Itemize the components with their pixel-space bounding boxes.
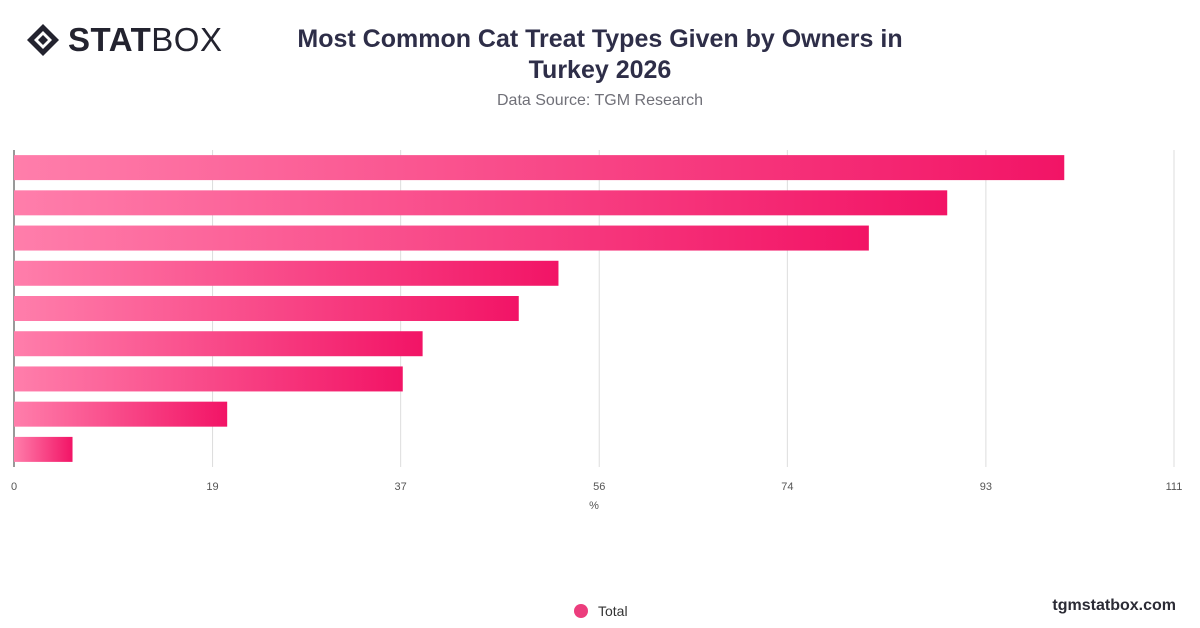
bar-9[interactable] <box>14 436 73 462</box>
bar-5[interactable] <box>14 296 519 321</box>
bar-6[interactable] <box>14 331 423 357</box>
x-tick-label: 74 <box>781 481 793 493</box>
bars <box>14 155 1065 462</box>
bar-4[interactable] <box>14 260 559 286</box>
x-tick-label: 56 <box>593 481 605 493</box>
x-tick-label: 111 <box>1166 481 1183 493</box>
bar-7[interactable] <box>14 366 403 392</box>
chart-subtitle: Data Source: TGM Research <box>496 92 703 109</box>
bar-2[interactable] <box>14 190 948 216</box>
bar-8[interactable] <box>14 401 228 427</box>
logo-wordmark: STATBOX <box>68 22 222 58</box>
legend-label-total: Total <box>598 603 628 619</box>
x-axis-ticks: 0 19 37 56 74 93 111 <box>11 481 1182 493</box>
logo-text-bold: STAT <box>68 21 152 58</box>
bar-1[interactable] <box>14 155 1065 181</box>
statbox-diamond-icon <box>27 24 59 56</box>
x-tick-label: 93 <box>980 481 992 493</box>
x-tick-label: 19 <box>206 481 218 493</box>
statbox-logo: STATBOX <box>26 22 222 58</box>
x-tick-label: 0 <box>11 481 17 493</box>
site-url: tgmstatbox.com <box>1052 597 1176 614</box>
legend-marker <box>574 604 588 618</box>
bar-3[interactable] <box>14 225 869 251</box>
logo-text-light: BOX <box>151 21 223 58</box>
x-tick-label: 37 <box>395 481 407 493</box>
chart-title: Most Common Cat Treat Types Given by Own… <box>297 25 903 84</box>
legend[interactable]: Total <box>574 603 628 619</box>
x-axis-title: % <box>589 500 599 512</box>
